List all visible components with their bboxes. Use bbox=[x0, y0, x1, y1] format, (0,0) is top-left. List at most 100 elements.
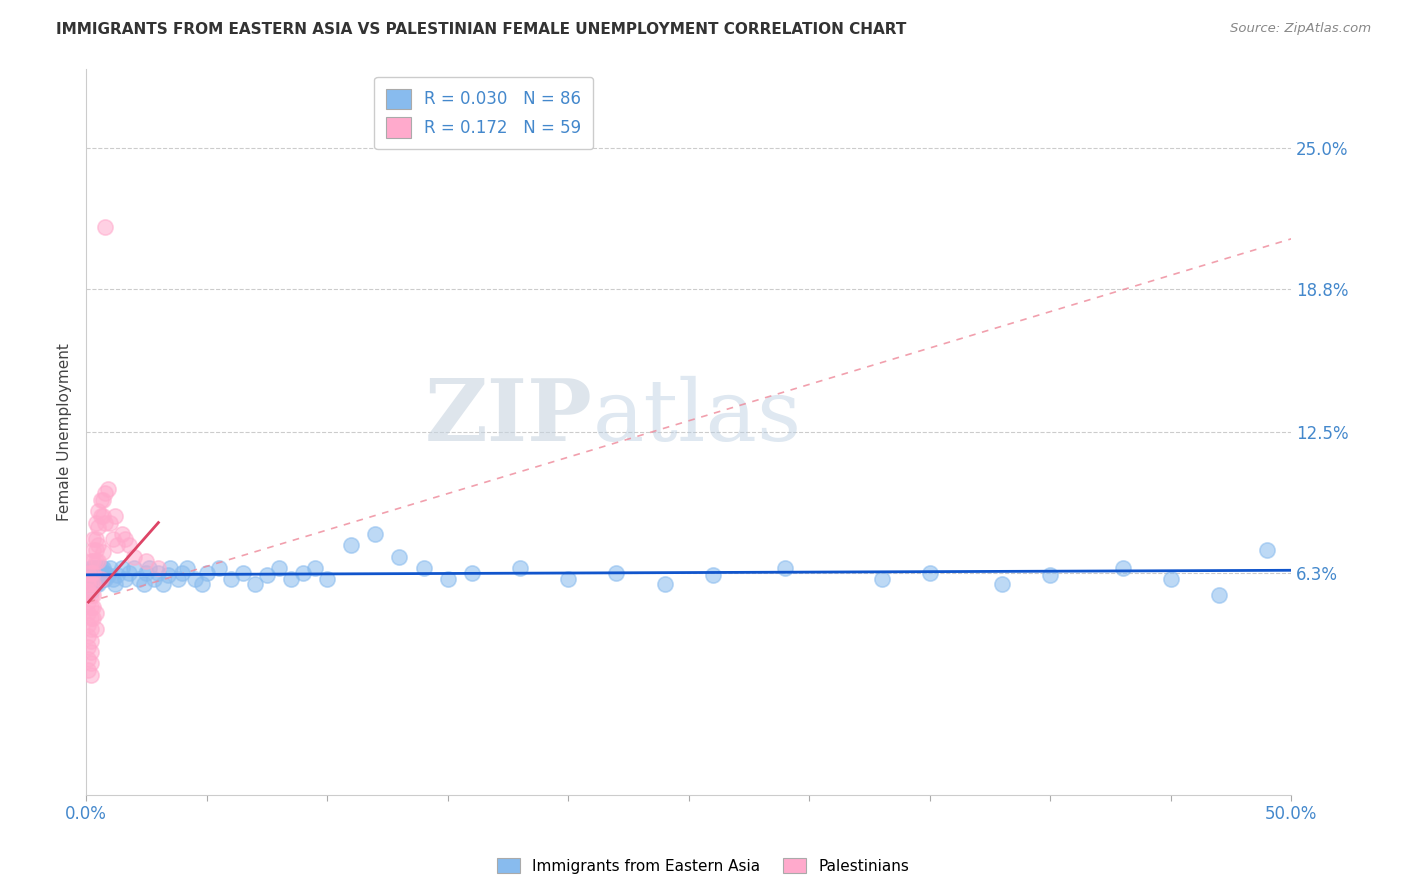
Point bbox=[90, 561, 112, 575]
Point bbox=[316, 573, 339, 587]
Point bbox=[135, 566, 157, 580]
Point bbox=[870, 573, 893, 587]
Point bbox=[104, 577, 127, 591]
Point bbox=[82, 532, 104, 546]
Point bbox=[94, 486, 117, 500]
Point bbox=[90, 573, 112, 587]
Point bbox=[84, 577, 107, 591]
Point bbox=[82, 611, 104, 625]
Point bbox=[82, 577, 104, 591]
Text: Source: ZipAtlas.com: Source: ZipAtlas.com bbox=[1230, 22, 1371, 36]
Point bbox=[87, 520, 110, 534]
Point bbox=[77, 640, 100, 655]
Point bbox=[90, 508, 112, 523]
Point bbox=[82, 588, 104, 602]
Point bbox=[280, 573, 302, 587]
Point bbox=[82, 554, 104, 568]
Point bbox=[84, 542, 107, 557]
Point bbox=[1039, 567, 1062, 582]
Point bbox=[773, 561, 796, 575]
Point bbox=[80, 657, 103, 671]
Point bbox=[77, 617, 100, 632]
Point bbox=[1160, 573, 1182, 587]
Point bbox=[80, 573, 103, 587]
Point bbox=[176, 561, 198, 575]
Point bbox=[172, 566, 194, 580]
Point bbox=[91, 508, 114, 523]
Point bbox=[82, 573, 104, 587]
Point bbox=[82, 542, 104, 557]
Point bbox=[80, 577, 103, 591]
Point bbox=[77, 663, 100, 677]
Point bbox=[104, 508, 127, 523]
Point bbox=[80, 588, 103, 602]
Point bbox=[84, 566, 107, 580]
Point bbox=[84, 623, 107, 637]
Point bbox=[256, 567, 278, 582]
Point bbox=[124, 561, 146, 575]
Point bbox=[91, 573, 114, 587]
Point bbox=[77, 629, 100, 643]
Point bbox=[77, 595, 100, 609]
Point bbox=[111, 527, 134, 541]
Point bbox=[114, 573, 136, 587]
Point bbox=[98, 561, 121, 575]
Point bbox=[128, 573, 150, 587]
Point bbox=[509, 561, 531, 575]
Point bbox=[124, 549, 146, 564]
Point bbox=[304, 561, 326, 575]
Point bbox=[87, 566, 110, 580]
Point bbox=[80, 577, 103, 591]
Point bbox=[77, 573, 100, 587]
Point bbox=[101, 532, 124, 546]
Point bbox=[90, 492, 112, 507]
Point bbox=[94, 516, 117, 530]
Point bbox=[436, 573, 458, 587]
Point bbox=[77, 583, 100, 598]
Point bbox=[138, 561, 160, 575]
Y-axis label: Female Unemployment: Female Unemployment bbox=[58, 343, 72, 521]
Point bbox=[166, 573, 188, 587]
Point bbox=[77, 577, 100, 591]
Point bbox=[80, 633, 103, 648]
Point bbox=[77, 577, 100, 591]
Text: IMMIGRANTS FROM EASTERN ASIA VS PALESTINIAN FEMALE UNEMPLOYMENT CORRELATION CHAR: IMMIGRANTS FROM EASTERN ASIA VS PALESTIN… bbox=[56, 22, 907, 37]
Point bbox=[91, 492, 114, 507]
Point bbox=[991, 577, 1014, 591]
Point bbox=[1208, 588, 1230, 602]
Point bbox=[157, 567, 180, 582]
Point bbox=[84, 532, 107, 546]
Point bbox=[80, 566, 103, 580]
Point bbox=[111, 561, 134, 575]
Point bbox=[77, 566, 100, 580]
Legend: Immigrants from Eastern Asia, Palestinians: Immigrants from Eastern Asia, Palestinia… bbox=[491, 852, 915, 880]
Point bbox=[702, 567, 724, 582]
Point bbox=[208, 561, 231, 575]
Point bbox=[84, 567, 107, 582]
Legend: R = 0.030   N = 86, R = 0.172   N = 59: R = 0.030 N = 86, R = 0.172 N = 59 bbox=[374, 77, 593, 149]
Point bbox=[412, 561, 434, 575]
Point bbox=[142, 573, 165, 587]
Point bbox=[94, 573, 117, 587]
Point bbox=[195, 566, 218, 580]
Point bbox=[97, 482, 120, 496]
Point bbox=[84, 554, 107, 568]
Point bbox=[80, 599, 103, 614]
Point bbox=[80, 611, 103, 625]
Point bbox=[1256, 542, 1278, 557]
Point bbox=[243, 577, 266, 591]
Point bbox=[87, 554, 110, 568]
Point bbox=[80, 567, 103, 582]
Point bbox=[82, 577, 104, 591]
Point bbox=[82, 567, 104, 582]
Point bbox=[557, 573, 579, 587]
Point bbox=[605, 566, 627, 580]
Point bbox=[135, 554, 157, 568]
Point bbox=[77, 607, 100, 621]
Text: atlas: atlas bbox=[592, 376, 801, 458]
Point bbox=[87, 504, 110, 518]
Point bbox=[219, 573, 242, 587]
Point bbox=[84, 573, 107, 587]
Text: ZIP: ZIP bbox=[425, 376, 592, 459]
Point bbox=[87, 561, 110, 575]
